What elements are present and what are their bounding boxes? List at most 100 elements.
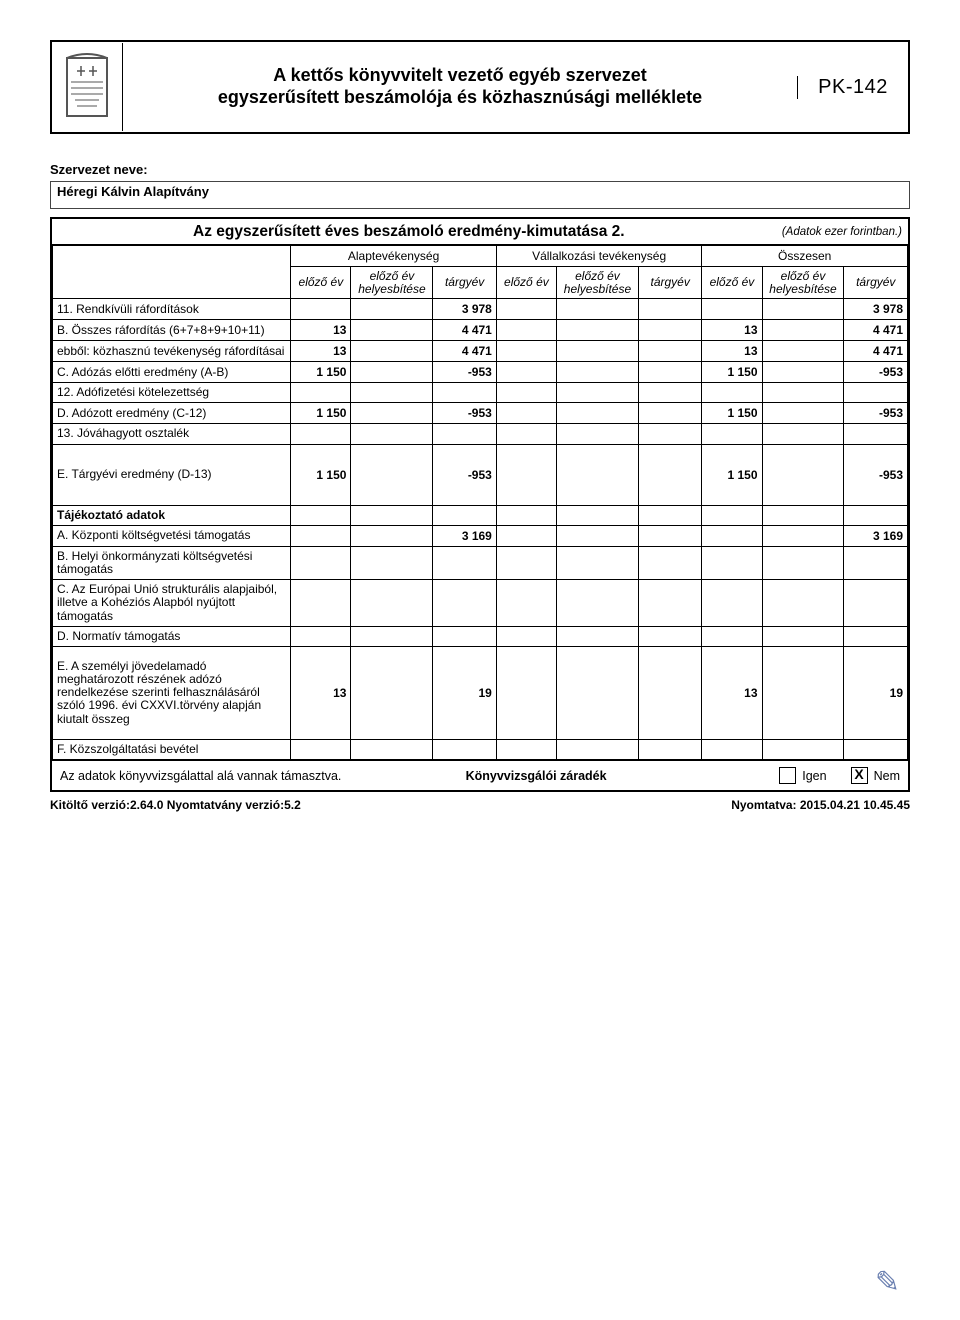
cell-value [496,424,556,444]
cell-value [844,546,908,579]
cell-value [556,341,638,362]
cell-value [433,739,496,759]
cell-value [351,341,433,362]
org-name-value: Héregi Kálvin Alapítvány [50,181,910,209]
cell-value [702,299,762,320]
row-label: 13. Jóváhagyott osztalék [53,424,291,444]
cell-value [556,424,638,444]
form-title-line1: A kettős könyvvitelt vezető egyéb szerve… [143,65,777,87]
cell-value [762,505,844,525]
cell-value [556,320,638,341]
table-row: C. Az Európai Unió strukturális alapjaib… [53,580,908,627]
cell-value: 13 [291,320,351,341]
table-row: B. Összes ráfordítás (6+7+8+9+10+11)13 4 … [53,320,908,341]
cell-value [702,383,762,403]
cell-value [351,424,433,444]
label-igen: Igen [802,769,826,783]
cell-value [351,739,433,759]
col-group-total: Összesen [702,246,908,267]
row-label: ebből: közhasznú tevékenység ráfordítása… [53,341,291,362]
cell-value: 13 [291,341,351,362]
cell-value [702,525,762,546]
cell-value [351,383,433,403]
cell-value [762,444,844,505]
cell-value [638,580,701,627]
cell-value [351,626,433,646]
row-label: B. Összes ráfordítás (6+7+8+9+10+11) [53,320,291,341]
cell-value [638,362,701,383]
cell-value [556,626,638,646]
cell-value [844,739,908,759]
cell-value [762,739,844,759]
checkbox-nem[interactable]: X [851,767,868,784]
row-label: D. Adózott eredmény (C-12) [53,403,291,424]
cell-value [433,383,496,403]
row-label: Tájékoztató adatok [53,505,291,525]
cell-value: 13 [291,646,351,739]
cell-value: 1 150 [291,362,351,383]
checkbox-igen[interactable] [779,767,796,784]
cell-value [351,403,433,424]
table-row: D. Normatív támogatás [53,626,908,646]
col-base-prev: előző év [291,267,351,299]
cell-value [638,299,701,320]
cell-value [844,505,908,525]
table-row: Tájékoztató adatok [53,505,908,525]
cell-value [556,525,638,546]
table-row: C. Adózás előtti eredmény (A-B)1 150 -953… [53,362,908,383]
cell-value [762,362,844,383]
cell-value [433,626,496,646]
cell-value [556,646,638,739]
cell-value: 4 471 [844,320,908,341]
table-row: E. A személyi jövedelamadó meghatározott… [53,646,908,739]
cell-value [351,580,433,627]
footer-left: Kitöltő verzió:2.64.0 Nyomtatvány verzió… [50,798,301,812]
cell-value [496,444,556,505]
cell-value: 4 471 [433,341,496,362]
cell-value: 3 978 [433,299,496,320]
col-total-curr: tárgyév [844,267,908,299]
cell-value [351,646,433,739]
cell-value [496,626,556,646]
col-total-prev: előző év [702,267,762,299]
col-group-base: Alaptevékenység [291,246,497,267]
cell-value [638,739,701,759]
form-title-line2: egyszerűsített beszámolója és közhasznús… [143,87,777,109]
cell-value [638,444,701,505]
cell-value [291,525,351,546]
cell-value [351,299,433,320]
cell-value [556,580,638,627]
cell-value [556,546,638,579]
form-title: A kettős könyvvitelt vezető egyéb szerve… [123,60,797,113]
cell-value [433,546,496,579]
org-name-label: Szervezet neve: [50,162,910,177]
cell-value [762,320,844,341]
row-label: C. Adózás előtti eredmény (A-B) [53,362,291,383]
table-row: E. Tárgyévi eredmény (D-13)1 150-9531 15… [53,444,908,505]
cell-value [496,383,556,403]
row-label: 12. Adófizetési kötelezettség [53,383,291,403]
cell-value [702,739,762,759]
cell-value [638,383,701,403]
cell-value [433,424,496,444]
cell-value [702,424,762,444]
row-label: E. Tárgyévi eredmény (D-13) [53,444,291,505]
cell-value [638,646,701,739]
footer-right: Nyomtatva: 2015.04.21 10.45.45 [731,798,910,812]
cell-value [844,383,908,403]
cell-value [496,362,556,383]
cell-value [762,525,844,546]
cell-value: 1 150 [702,403,762,424]
table-row: A. Központi költségvetési támogatás3 169… [53,525,908,546]
cell-value [291,505,351,525]
cell-value [351,525,433,546]
cell-value [496,505,556,525]
col-biz-corr: előző év helyesbítése [556,267,638,299]
cell-value: -953 [844,362,908,383]
cell-value [433,580,496,627]
cell-value [762,626,844,646]
header-band: A kettős könyvvitelt vezető egyéb szerve… [50,40,910,134]
cell-value: 19 [844,646,908,739]
table-row: B. Helyi önkormányzati költségvetési tám… [53,546,908,579]
table-row: 12. Adófizetési kötelezettség [53,383,908,403]
